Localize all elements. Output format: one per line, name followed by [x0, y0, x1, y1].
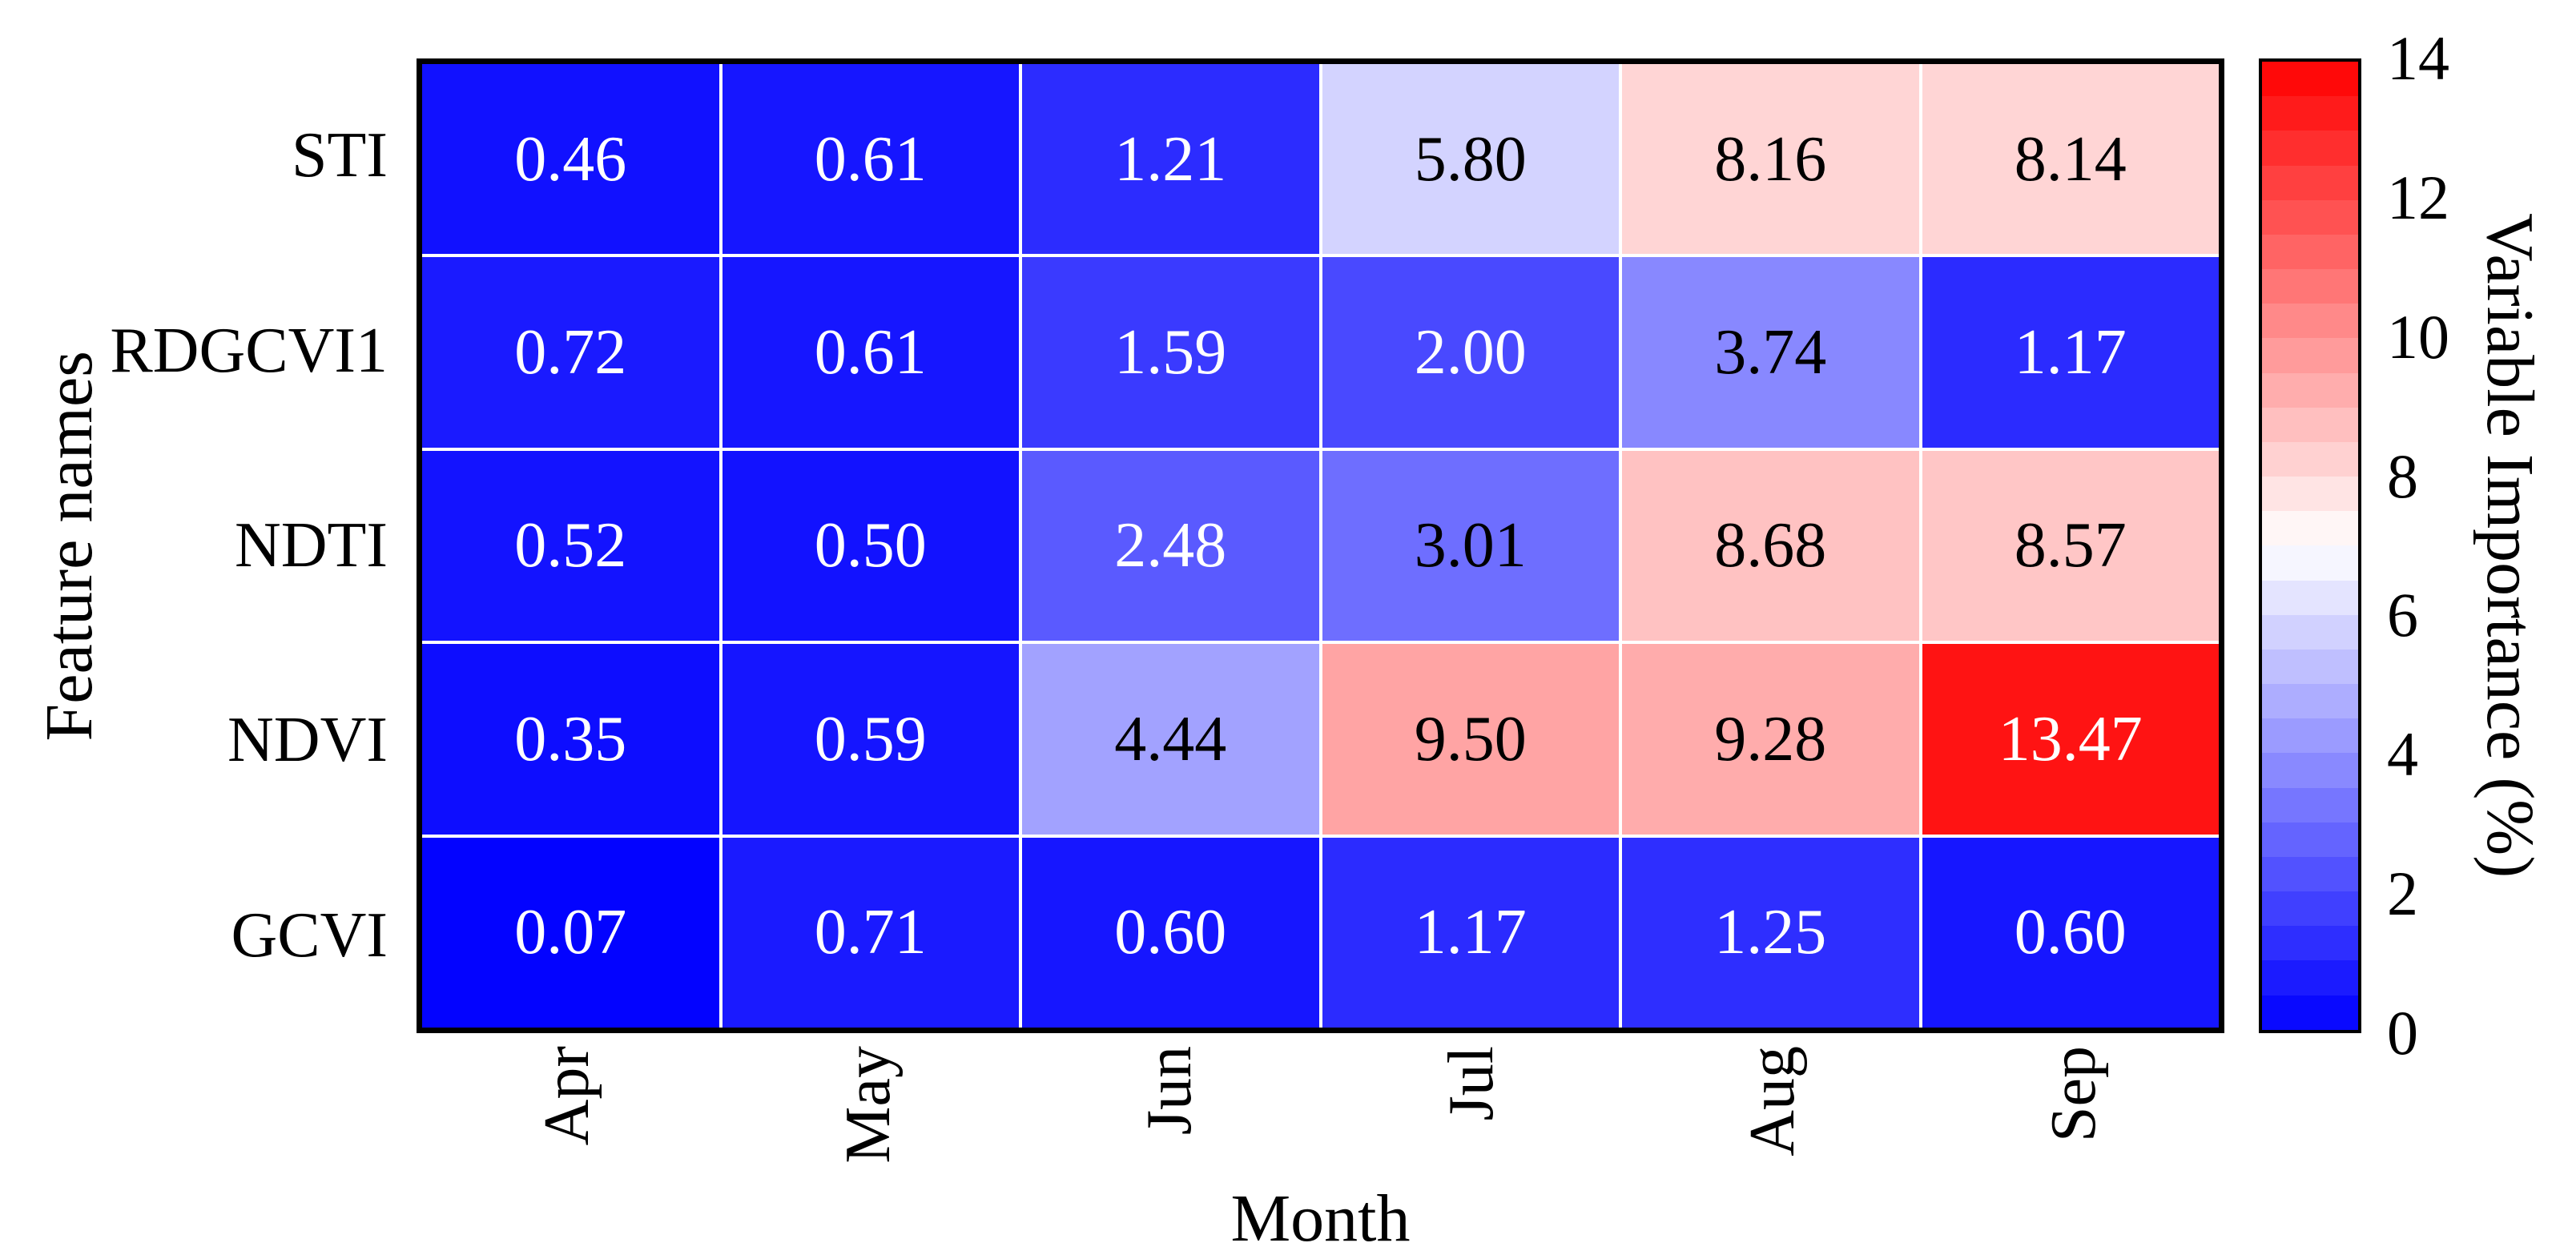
heatmap-cell: 1.25: [1622, 837, 1919, 1028]
heatmap-cell: 0.46: [422, 64, 719, 255]
heatmap-cell: 0.52: [422, 450, 719, 642]
colorbar-band: [2262, 338, 2358, 373]
colorbar-band: [2262, 511, 2358, 546]
heatmap-cell: 1.17: [1322, 837, 1619, 1028]
heatmap-cell: 9.28: [1622, 644, 1919, 835]
heatmap-cell: 0.59: [722, 644, 1019, 835]
y-tick-label: NDTI: [234, 510, 388, 581]
x-tick-label: May: [833, 1046, 904, 1164]
colorbar-band: [2262, 304, 2358, 339]
x-tick-label: Sep: [2039, 1046, 2109, 1142]
heatmap-cell: 3.01: [1322, 450, 1619, 642]
y-tick-label: RDGCVI1: [110, 315, 388, 386]
heatmap-cell: 0.61: [722, 64, 1019, 255]
y-tick-label: NDVI: [227, 705, 388, 776]
heatmap-cell: 4.44: [1022, 644, 1319, 835]
heatmap-cell: 8.68: [1622, 450, 1919, 642]
heatmap-cell: 0.60: [1922, 837, 2219, 1028]
colorbar-band: [2262, 891, 2358, 927]
colorbar-tick-label: 0: [2387, 998, 2418, 1068]
colorbar-band: [2262, 822, 2358, 857]
colorbar-band: [2262, 96, 2358, 131]
heatmap-cell: 5.80: [1322, 64, 1619, 255]
colorbar-tick-label: 2: [2387, 859, 2418, 928]
heatmap-cell: 8.57: [1922, 450, 2219, 642]
colorbar-band: [2262, 995, 2358, 1030]
colorbar-band: [2262, 407, 2358, 442]
heatmap-cell: 0.07: [422, 837, 719, 1028]
colorbar: [2259, 58, 2361, 1033]
colorbar-band: [2262, 62, 2358, 97]
colorbar-band: [2262, 545, 2358, 581]
x-axis-title: Month: [1230, 1181, 1411, 1256]
colorbar-band: [2262, 372, 2358, 408]
heatmap-cell: 1.59: [1022, 257, 1319, 448]
heatmap-cell: 1.17: [1922, 257, 2219, 448]
colorbar-title: Variable Importance (%): [2473, 213, 2547, 879]
x-tick-label: Jul: [1436, 1046, 1507, 1121]
colorbar-band: [2262, 131, 2358, 166]
heatmap-cell: 0.72: [422, 257, 719, 448]
heatmap-cell: 13.47: [1922, 644, 2219, 835]
colorbar-band: [2262, 960, 2358, 996]
colorbar-band: [2262, 926, 2358, 961]
colorbar-band: [2262, 684, 2358, 719]
colorbar-band: [2262, 199, 2358, 235]
colorbar-band: [2262, 269, 2358, 304]
colorbar-band: [2262, 787, 2358, 823]
colorbar-band: [2262, 614, 2358, 650]
colorbar-band: [2262, 753, 2358, 788]
heatmap-cell: 0.60: [1022, 837, 1319, 1028]
heatmap-cell: 3.74: [1622, 257, 1919, 448]
colorbar-tick-label: 10: [2387, 302, 2449, 372]
colorbar-band: [2262, 234, 2358, 270]
heatmap-cell: 0.35: [422, 644, 719, 835]
x-tick-label: Aug: [1737, 1046, 1808, 1156]
heatmap-cell: 8.16: [1622, 64, 1919, 255]
heatmap-grid: 0.46 0.61 1.21 5.80 8.16 8.14 0.72 0.61 1.59 2.00…: [417, 58, 2224, 1033]
colorbar-tick-label: 8: [2387, 441, 2418, 511]
x-tick-label: Jun: [1134, 1046, 1205, 1136]
colorbar-tick-label: 4: [2387, 719, 2418, 789]
colorbar-tick-label: 12: [2387, 163, 2449, 232]
heatmap-cell: 2.48: [1022, 450, 1319, 642]
colorbar-tick-label: 14: [2387, 23, 2449, 93]
colorbar-band: [2262, 477, 2358, 512]
colorbar-tick-label: 6: [2387, 580, 2418, 650]
heatmap-cell: 1.21: [1022, 64, 1319, 255]
heatmap-cell: 0.50: [722, 450, 1019, 642]
colorbar-band: [2262, 856, 2358, 892]
colorbar-band: [2262, 649, 2358, 685]
heatmap-cell: 2.00: [1322, 257, 1619, 448]
colorbar-band: [2262, 580, 2358, 615]
colorbar-band: [2262, 165, 2358, 200]
y-tick-label: STI: [292, 120, 388, 191]
heatmap-cell: 9.50: [1322, 644, 1619, 835]
heatmap-cell: 0.61: [722, 257, 1019, 448]
y-tick-label: GCVI: [231, 899, 388, 971]
x-tick-label: Apr: [532, 1046, 602, 1146]
colorbar-band: [2262, 718, 2358, 754]
y-tick-labels: STI RDGCVI1 NDTI NDVI GCVI: [0, 58, 392, 1033]
heatmap-cell: 0.71: [722, 837, 1019, 1028]
heatmap-cell: 8.14: [1922, 64, 2219, 255]
colorbar-band: [2262, 441, 2358, 477]
colorbar-title-box: Variable Importance (%): [2465, 58, 2554, 1033]
